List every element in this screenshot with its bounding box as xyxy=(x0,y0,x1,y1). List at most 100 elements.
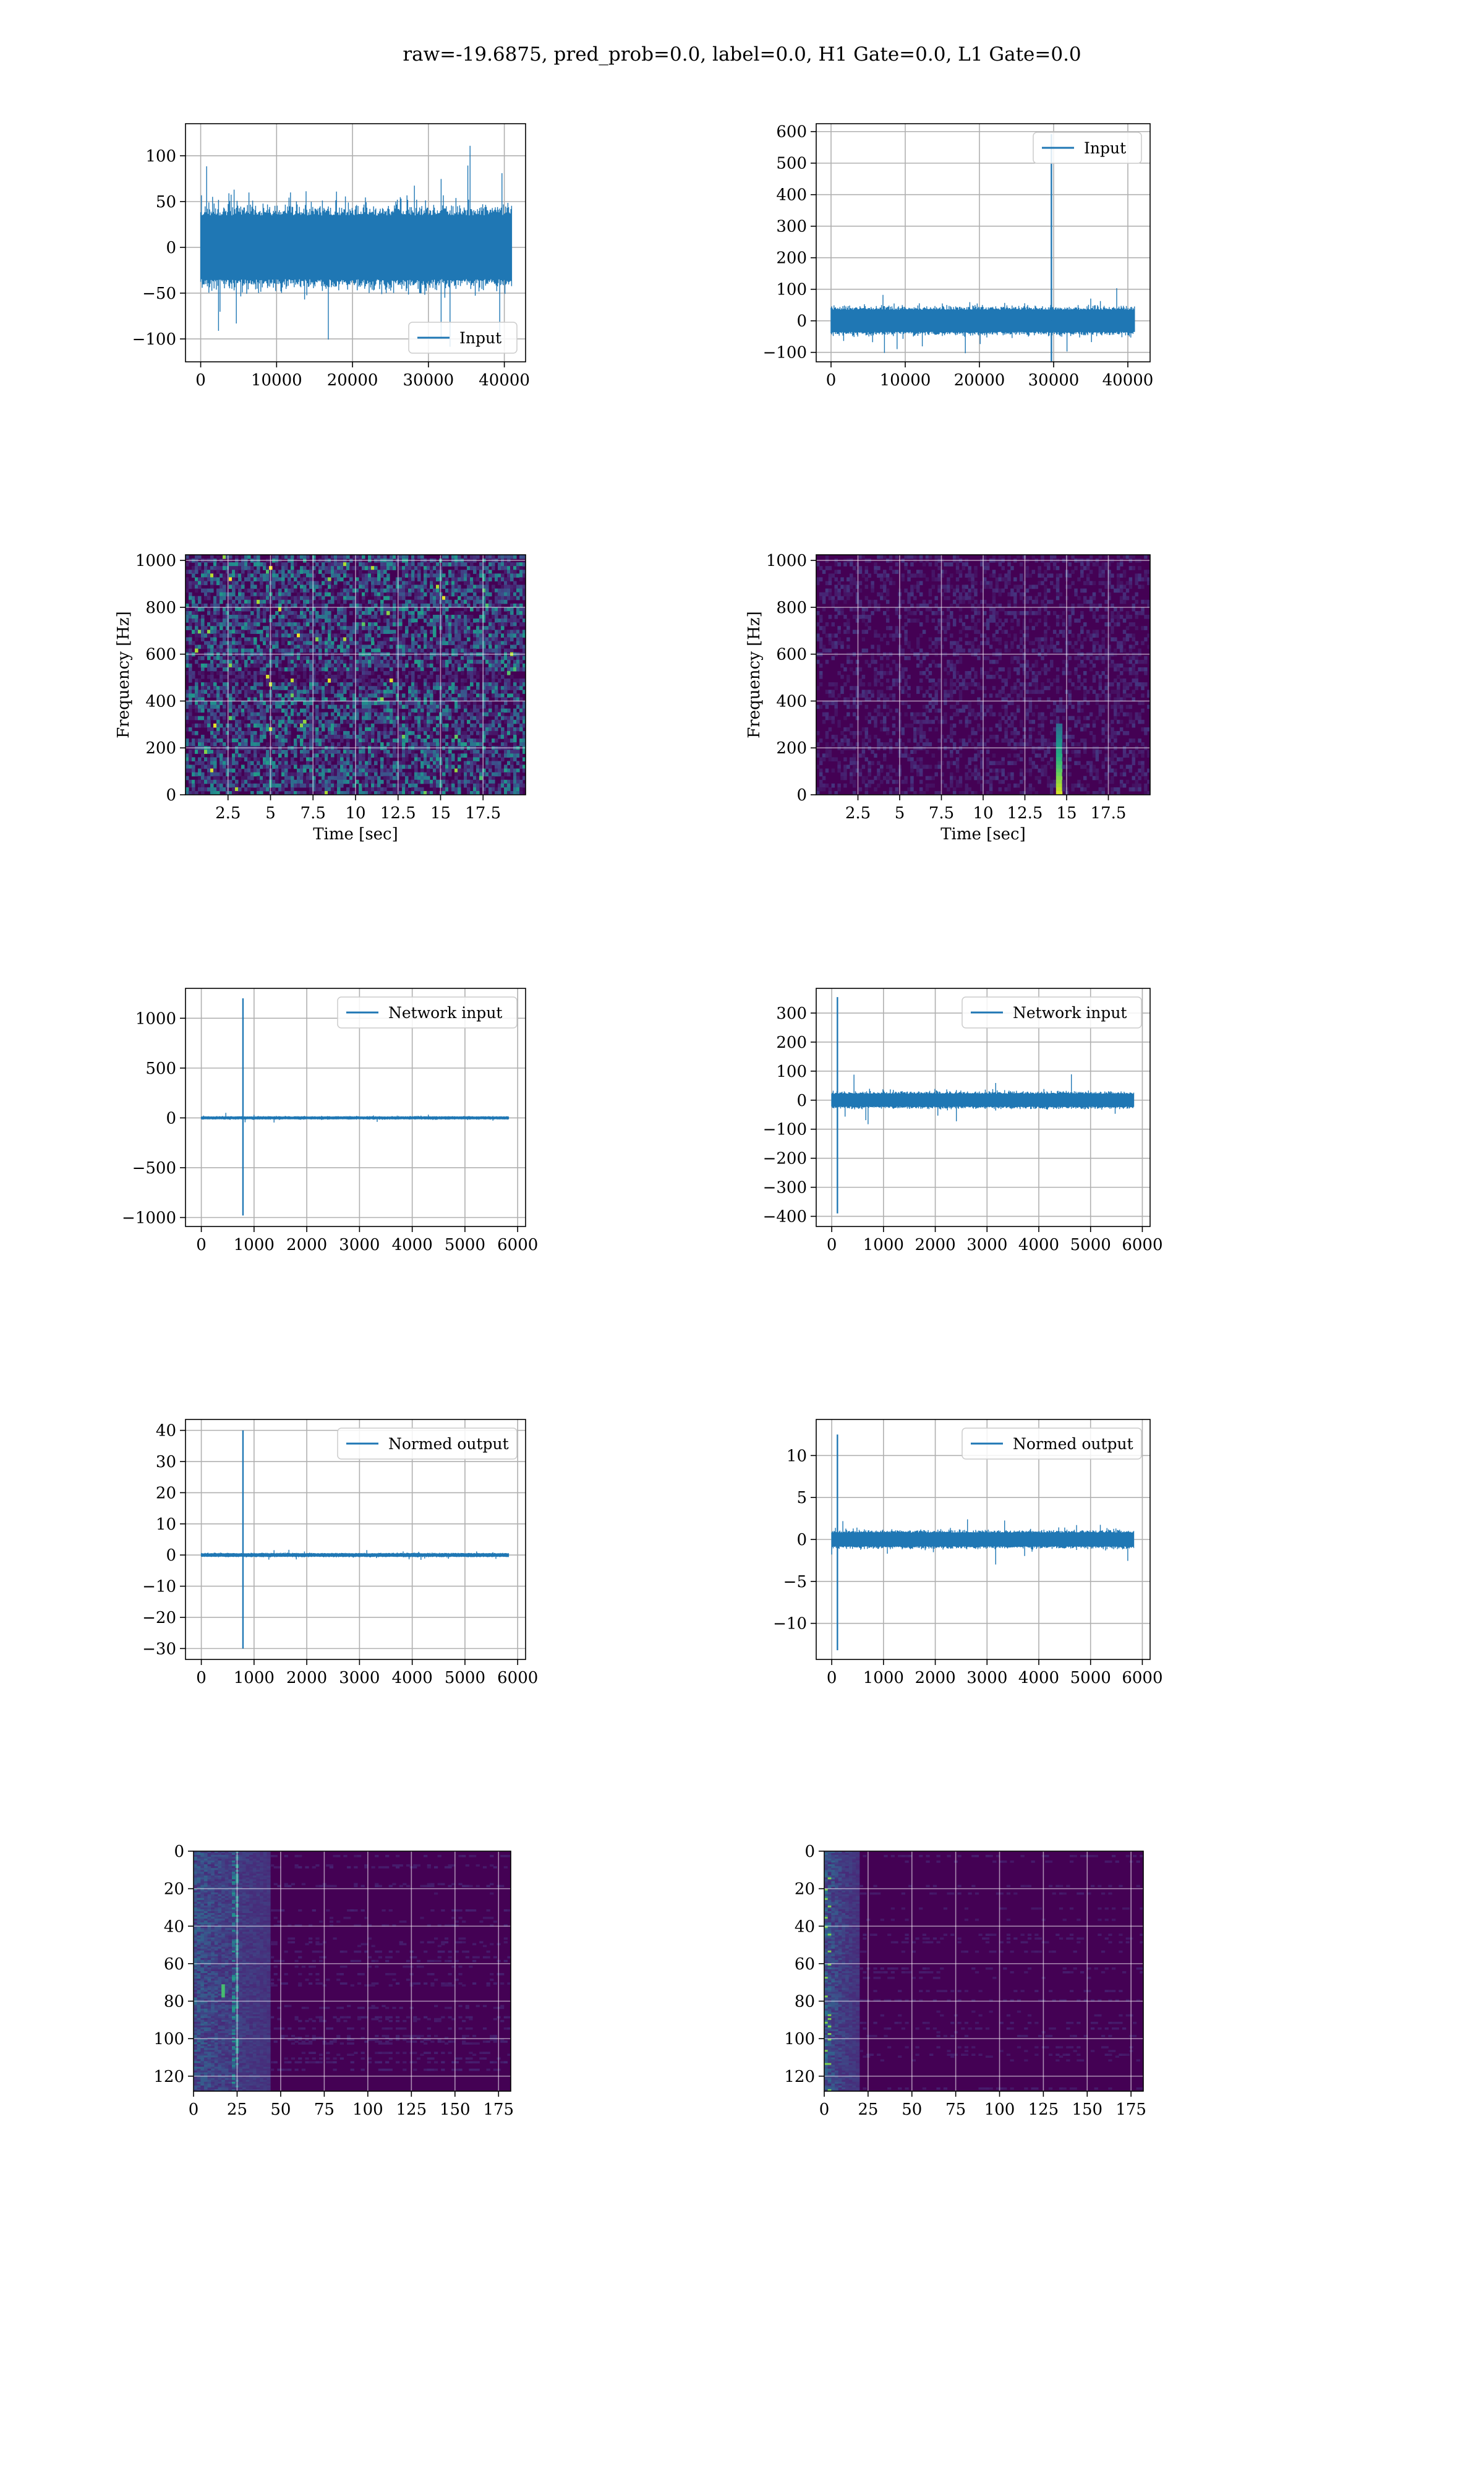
x-tick-label: 25 xyxy=(858,2100,878,2119)
x-tick-label: 3000 xyxy=(339,1236,380,1254)
legend-box xyxy=(337,1427,518,1460)
y-tick-label: 120 xyxy=(153,2068,184,2086)
legend-box xyxy=(1033,132,1142,164)
y-tick-label: 40 xyxy=(164,1917,184,1936)
legend: Normed output xyxy=(337,1427,518,1460)
x-tick-label: 125 xyxy=(396,2100,427,2119)
y-tick-label: 200 xyxy=(776,739,807,758)
heatmap-image xyxy=(186,555,526,795)
legend: Network input xyxy=(337,996,518,1029)
y-tick-label: 600 xyxy=(776,646,807,664)
x-tick-label: 175 xyxy=(483,2100,514,2119)
y-axis-label: Frequency [Hz] xyxy=(745,611,764,738)
x-tick-label: 0 xyxy=(826,371,837,390)
x-tick-label: 2.5 xyxy=(215,804,241,823)
x-tick-label: 2000 xyxy=(286,1236,327,1254)
x-tick-label: 7.5 xyxy=(929,804,954,823)
x-tick-label: 2000 xyxy=(915,1669,955,1687)
x-tick-label: 50 xyxy=(270,2100,291,2119)
y-tick-label: −30 xyxy=(142,1640,176,1658)
legend-label: Input xyxy=(1084,139,1126,157)
x-tick-label: 0 xyxy=(196,1669,207,1687)
legend: Network input xyxy=(962,996,1142,1029)
x-tick-label: 2000 xyxy=(915,1236,955,1254)
x-tick-label: 4000 xyxy=(392,1236,433,1254)
y-tick-label: 500 xyxy=(145,1059,176,1078)
x-tick-label: 4000 xyxy=(1018,1236,1059,1254)
y-tick-label: 100 xyxy=(776,1063,807,1081)
axes-frame xyxy=(816,988,1151,1227)
y-tick-label: −10 xyxy=(142,1578,176,1596)
axes-frame xyxy=(185,123,526,362)
x-tick-label: 15 xyxy=(430,804,451,823)
x-tick-label: 1000 xyxy=(863,1669,904,1687)
y-tick-label: 100 xyxy=(776,281,807,299)
x-tick-label: 2.5 xyxy=(845,804,871,823)
y-tick-label: 1000 xyxy=(135,1009,176,1028)
x-tick-label: 5000 xyxy=(1070,1236,1111,1254)
y-tick-label: −100 xyxy=(763,1121,807,1139)
y-tick-label: 40 xyxy=(156,1422,176,1440)
x-tick-label: 150 xyxy=(440,2100,471,2119)
x-tick-label: 2000 xyxy=(286,1669,327,1687)
x-tick-label: 10000 xyxy=(251,371,302,390)
x-axis-label: Time [sec] xyxy=(313,825,398,844)
chart-panel-r5r: 0 25 50 75 100 125 150 175 0 20 40 60 80 100 120 xyxy=(784,1843,1146,2119)
x-tick-label: 0 xyxy=(196,1236,207,1254)
y-tick-label: −200 xyxy=(763,1150,807,1168)
y-tick-label: 0 xyxy=(796,786,807,805)
chart-panel-r2r: 2.5 5 7.5 10 12.5 15 17.5 0 200 400 600 800 1000 Time… xyxy=(745,552,1151,844)
x-tick-label: 3000 xyxy=(966,1236,1007,1254)
x-tick-label: 25 xyxy=(227,2100,247,2119)
x-tick-label: 10 xyxy=(345,804,365,823)
legend-label: Network input xyxy=(1013,1004,1127,1022)
y-tick-label: −10 xyxy=(773,1615,807,1633)
series-line xyxy=(200,1430,510,1649)
x-tick-label: 7.5 xyxy=(301,804,326,823)
x-tick-label: 6000 xyxy=(1122,1669,1162,1687)
series-line xyxy=(831,997,1135,1213)
legend-box xyxy=(337,996,518,1029)
figure-title: raw=-19.6875, pred_prob=0.0, label=0.0, … xyxy=(403,43,1081,66)
x-tick-label: 175 xyxy=(1115,2100,1146,2119)
series-line xyxy=(830,134,1135,361)
y-tick-label: 800 xyxy=(776,599,807,617)
y-tick-label: 0 xyxy=(166,1546,176,1565)
x-tick-label: 15 xyxy=(1056,804,1077,823)
x-tick-label: 30000 xyxy=(403,371,454,390)
y-tick-label: 400 xyxy=(776,692,807,711)
x-tick-label: 12.5 xyxy=(1007,804,1043,823)
y-tick-label: 5 xyxy=(796,1489,807,1507)
y-tick-label: 400 xyxy=(145,692,176,711)
y-tick-label: 400 xyxy=(776,186,807,205)
x-axis-label: Time [sec] xyxy=(940,825,1026,844)
axes-frame xyxy=(185,988,526,1227)
x-tick-label: 17.5 xyxy=(465,804,501,823)
y-tick-label: 0 xyxy=(166,1109,176,1128)
y-tick-label: −5 xyxy=(783,1573,807,1591)
legend-box xyxy=(408,322,518,354)
y-tick-label: 600 xyxy=(776,123,807,142)
y-tick-label: 30 xyxy=(156,1453,176,1471)
y-tick-label: 200 xyxy=(145,739,176,758)
legend: Input xyxy=(1033,132,1142,164)
series-noise xyxy=(831,1519,1135,1565)
y-tick-label: 500 xyxy=(776,155,807,173)
y-tick-label: 20 xyxy=(156,1484,176,1502)
y-tick-label: 50 xyxy=(156,193,176,212)
axes-frame xyxy=(193,1851,511,2092)
y-tick-label: 0 xyxy=(796,1092,807,1110)
y-tick-label: 100 xyxy=(153,2030,184,2048)
x-tick-label: 5 xyxy=(895,804,905,823)
x-tick-label: 0 xyxy=(189,2100,199,2119)
y-tick-label: 20 xyxy=(795,1880,815,1899)
chart-panel-r4l: Normed output 0 1000 2000 3000 4000 5000 6000 −3… xyxy=(142,1419,538,1687)
legend-label: Network input xyxy=(388,1004,502,1022)
x-tick-label: 20000 xyxy=(954,371,1005,390)
x-tick-label: 100 xyxy=(984,2100,1015,2119)
x-tick-label: 30000 xyxy=(1028,371,1080,390)
x-tick-label: 4000 xyxy=(1018,1669,1059,1687)
y-tick-label: −100 xyxy=(132,330,176,349)
y-tick-label: 0 xyxy=(174,1843,184,1861)
